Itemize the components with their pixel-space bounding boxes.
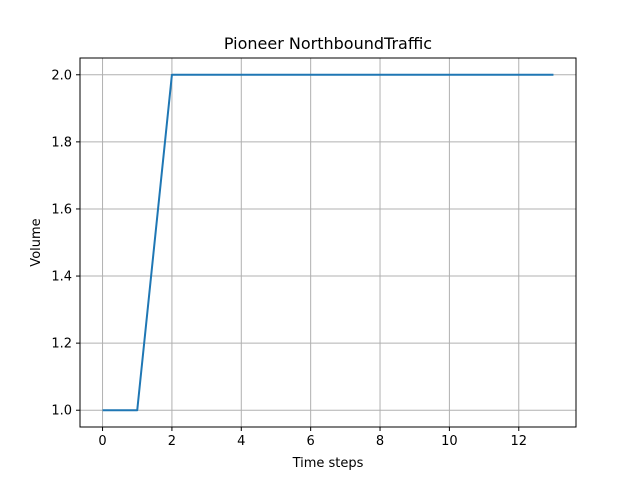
chart-title: Pioneer NorthboundTraffic bbox=[224, 34, 432, 53]
x-axis-label: Time steps bbox=[292, 456, 364, 471]
x-tick-label: 0 bbox=[98, 434, 106, 449]
y-tick-label: 1.6 bbox=[51, 202, 72, 217]
y-tick-label: 1.4 bbox=[51, 270, 72, 285]
series-layer bbox=[102, 73, 554, 412]
x-axis: 0 2 4 6 8 10 12 bbox=[98, 427, 527, 449]
series-line bbox=[102, 73, 554, 412]
y-tick-label: 1.0 bbox=[51, 404, 72, 419]
x-tick-label: 12 bbox=[510, 434, 527, 449]
x-tick-label: 10 bbox=[441, 434, 458, 449]
y-axis: 1.0 1.2 1.4 1.6 1.8 2.0 bbox=[51, 68, 80, 419]
x-tick-label: 8 bbox=[376, 434, 384, 449]
y-tick-label: 1.2 bbox=[51, 337, 72, 352]
x-tick-label: 2 bbox=[168, 434, 176, 449]
y-tick-label: 1.8 bbox=[51, 135, 72, 150]
y-axis-label: Volume bbox=[29, 218, 44, 266]
plot-frame bbox=[79, 57, 577, 428]
x-tick-label: 6 bbox=[307, 434, 315, 449]
x-tick-label: 4 bbox=[237, 434, 245, 449]
y-tick-label: 2.0 bbox=[51, 68, 72, 83]
